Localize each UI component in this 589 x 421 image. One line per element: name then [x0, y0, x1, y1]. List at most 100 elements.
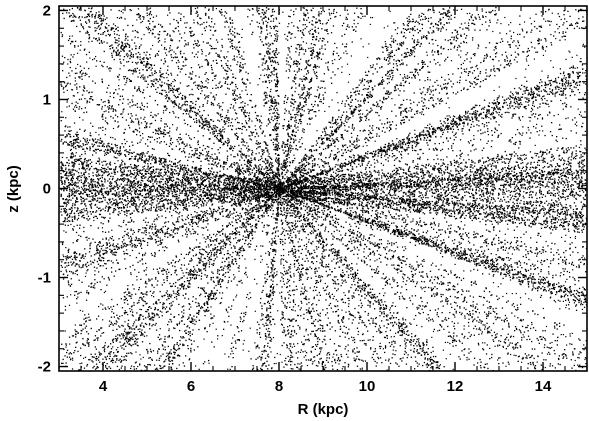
data-point: [251, 231, 253, 233]
data-point: [288, 226, 290, 228]
data-point: [549, 297, 552, 299]
data-point: [154, 307, 156, 309]
data-point: [408, 51, 410, 54]
data-point: [268, 334, 270, 336]
data-point: [319, 186, 322, 188]
data-point: [82, 265, 84, 267]
data-point: [259, 188, 261, 190]
data-point: [491, 266, 494, 268]
data-point: [336, 369, 339, 371]
data-point: [227, 265, 229, 267]
data-point: [235, 230, 237, 232]
data-point: [100, 303, 102, 305]
data-point: [132, 73, 134, 75]
data-point: [295, 74, 297, 76]
data-point: [270, 263, 273, 265]
data-point: [440, 122, 442, 125]
data-point: [433, 131, 435, 133]
data-point: [163, 77, 165, 79]
data-point: [427, 188, 429, 190]
data-point: [553, 181, 556, 183]
data-point: [537, 290, 539, 292]
data-point: [159, 267, 161, 269]
data-point: [426, 344, 428, 346]
data-point: [151, 159, 153, 161]
data-point: [359, 104, 361, 106]
data-point: [143, 57, 145, 59]
data-point: [373, 201, 375, 203]
data-point: [66, 265, 68, 267]
data-point: [258, 13, 260, 15]
data-point: [271, 291, 274, 294]
data-point: [246, 93, 248, 95]
data-point: [113, 58, 115, 61]
data-point: [358, 279, 360, 281]
data-point: [576, 67, 579, 69]
data-point: [205, 262, 207, 265]
data-point: [493, 106, 495, 109]
data-point: [440, 22, 442, 24]
data-point: [298, 167, 300, 169]
data-point: [584, 179, 586, 181]
data-point: [448, 175, 450, 177]
data-point: [293, 193, 295, 196]
data-point: [155, 72, 157, 74]
data-point: [184, 166, 186, 168]
data-point: [154, 226, 156, 228]
data-point: [205, 117, 207, 120]
data-point: [311, 175, 313, 178]
data-point: [181, 164, 183, 167]
data-point: [524, 278, 526, 280]
data-point: [196, 305, 198, 308]
data-point: [68, 133, 70, 135]
data-point: [295, 77, 297, 79]
data-point: [133, 71, 135, 73]
data-point: [291, 249, 294, 252]
data-point: [410, 49, 412, 51]
data-point: [105, 27, 107, 29]
data-point: [115, 246, 117, 248]
data-point: [166, 228, 168, 231]
data-point: [480, 112, 482, 114]
data-point: [289, 127, 291, 129]
data-point: [96, 27, 98, 29]
data-point: [124, 43, 126, 45]
data-point: [159, 231, 161, 234]
data-point: [107, 143, 109, 145]
data-point: [423, 242, 426, 244]
data-point: [307, 192, 310, 194]
data-point: [481, 117, 483, 119]
data-point: [102, 238, 104, 240]
data-point: [166, 83, 168, 85]
data-point: [99, 27, 102, 29]
data-point: [211, 216, 214, 218]
data-point: [193, 167, 195, 169]
data-point: [497, 263, 499, 265]
data-point: [267, 123, 269, 125]
data-point: [351, 262, 353, 265]
data-point: [347, 163, 349, 165]
data-point: [118, 125, 120, 127]
data-point: [168, 187, 171, 190]
data-point: [102, 18, 104, 20]
data-point: [513, 99, 516, 101]
data-point: [342, 165, 344, 167]
data-point: [388, 144, 390, 146]
data-point: [498, 176, 500, 179]
data-point: [274, 127, 276, 130]
data-point: [76, 134, 78, 136]
data-point: [159, 158, 161, 160]
data-point: [540, 279, 542, 281]
data-point: [269, 48, 271, 50]
data-point: [335, 128, 338, 130]
data-point: [424, 36, 427, 38]
data-point: [371, 94, 373, 96]
data-point: [199, 219, 201, 221]
data-point: [369, 93, 371, 95]
data-point: [94, 21, 96, 23]
data-point: [340, 124, 343, 126]
data-point: [173, 229, 175, 231]
data-point: [406, 182, 408, 184]
data-point: [374, 85, 376, 87]
data-point: [287, 134, 289, 136]
